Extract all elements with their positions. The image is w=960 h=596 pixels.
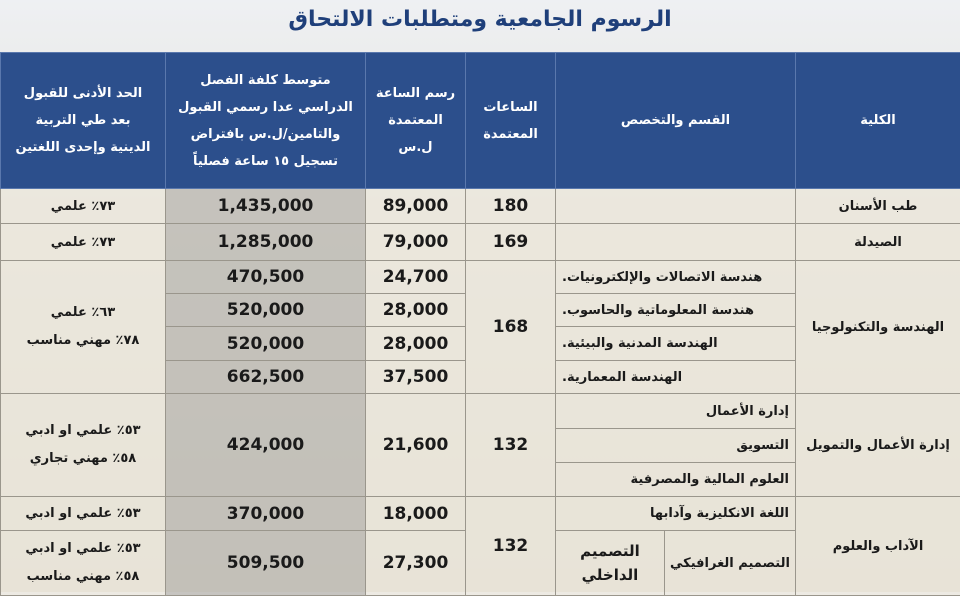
hours: 180 xyxy=(466,189,556,224)
fee: 37,500 xyxy=(366,361,466,394)
admission: ٧٣٪ علمي xyxy=(1,189,166,224)
admission-line: ٧٨٪ مهني مناسب xyxy=(7,327,159,355)
college: الهندسة والتكنولوجيا xyxy=(796,261,960,394)
header-cell: القسم والتخصص xyxy=(556,53,796,189)
department: العلوم المالية والمصرفية xyxy=(556,463,796,497)
admission-line: ٥٨٪ مهني تجاري xyxy=(7,445,159,473)
header-line: الساعات xyxy=(467,94,554,121)
row: الصيدلة 169 79,000 1,285,000 ٧٣٪ علمي xyxy=(1,224,960,261)
row: الهندسة والتكنولوجيا هندسة الاتصالات وال… xyxy=(1,261,960,294)
header-line: القسم والتخصص xyxy=(557,107,794,134)
header-line: متوسط كلفة الفصل xyxy=(167,67,364,94)
cost: 520,000 xyxy=(166,327,366,361)
cost: 424,000 xyxy=(166,394,366,497)
fee: 18,000 xyxy=(366,497,466,531)
header-line: المعتمدة xyxy=(367,107,464,134)
admission: ٥٣٪ علمي او ادبي xyxy=(1,497,166,531)
fee: 27,300 xyxy=(366,531,466,596)
split-box: التصميم الغرافيكي التصميم الداخلي xyxy=(556,531,795,595)
department: هندسة الاتصالات والإلكترونيات. xyxy=(556,261,796,294)
cost: 520,000 xyxy=(166,294,366,327)
header-line: الكلية xyxy=(797,107,959,134)
header-line: الدينية وإحدى اللغتين xyxy=(2,134,164,161)
cost: 662,500 xyxy=(166,361,366,394)
cost: 1,285,000 xyxy=(166,224,366,261)
fee: 89,000 xyxy=(366,189,466,224)
admission-line: ٦٣٪ علمي xyxy=(7,299,159,327)
department: التسويق xyxy=(556,429,796,463)
department: هندسة المعلوماتية والحاسوب. xyxy=(556,294,796,327)
header-cell: الكلية xyxy=(796,53,960,189)
row: الآداب والعلوم اللغة الانكليزية وآدابها … xyxy=(1,497,960,531)
hours: 169 xyxy=(466,224,556,261)
department: التصميم الداخلي xyxy=(556,531,665,595)
college: إدارة الأعمال والتمويل xyxy=(796,394,960,497)
admission-line: ٥٣٪ علمي او ادبي xyxy=(7,535,159,563)
fee: 21,600 xyxy=(366,394,466,497)
admission: ٧٣٪ علمي xyxy=(1,224,166,261)
admission-line: ٥٨٪ مهني مناسب xyxy=(7,563,159,591)
header-line: الدراسي عدا رسمي القبول xyxy=(167,94,364,121)
page-title: الرسوم الجامعية ومتطلبات الالتحاق xyxy=(0,0,960,50)
cost: 370,000 xyxy=(166,497,366,531)
row: طب الأسنان 180 89,000 1,435,000 ٧٣٪ علمي xyxy=(1,189,960,224)
header-line: بعد طي التربية xyxy=(2,107,164,134)
row: إدارة الأعمال والتمويل إدارة الأعمال 132… xyxy=(1,394,960,429)
hours: 168 xyxy=(466,261,556,394)
cost: 509,500 xyxy=(166,531,366,596)
department xyxy=(556,189,796,224)
cost: 1,435,000 xyxy=(166,189,366,224)
header-line: المعتمدة xyxy=(467,121,554,148)
hours: 132 xyxy=(466,394,556,497)
department xyxy=(556,224,796,261)
college: الصيدلة xyxy=(796,224,960,261)
fee: 24,700 xyxy=(366,261,466,294)
fee: 79,000 xyxy=(366,224,466,261)
header-line: الحد الأدنى للقبول xyxy=(2,80,164,107)
fee: 28,000 xyxy=(366,327,466,361)
fee: 28,000 xyxy=(366,294,466,327)
department: التصميم الغرافيكي xyxy=(665,531,795,595)
department: اللغة الانكليزية وآدابها xyxy=(556,497,796,531)
admission-line: ٥٣٪ علمي او ادبي xyxy=(7,417,159,445)
header-line: تسجيل ١٥ ساعة فصلياً xyxy=(167,148,364,175)
department: إدارة الأعمال xyxy=(556,394,796,429)
cost: 470,500 xyxy=(166,261,366,294)
department-split: التصميم الغرافيكي التصميم الداخلي xyxy=(556,531,796,596)
header-line: والتامين/ل.س بافتراض xyxy=(167,121,364,148)
department: الهندسة المعمارية. xyxy=(556,361,796,394)
header-line: ل.س xyxy=(367,134,464,161)
college: طب الأسنان xyxy=(796,189,960,224)
hours: 132 xyxy=(466,497,556,596)
department: الهندسة المدنية والبيئية. xyxy=(556,327,796,361)
header-line: رسم الساعة xyxy=(367,80,464,107)
college: الآداب والعلوم xyxy=(796,497,960,596)
